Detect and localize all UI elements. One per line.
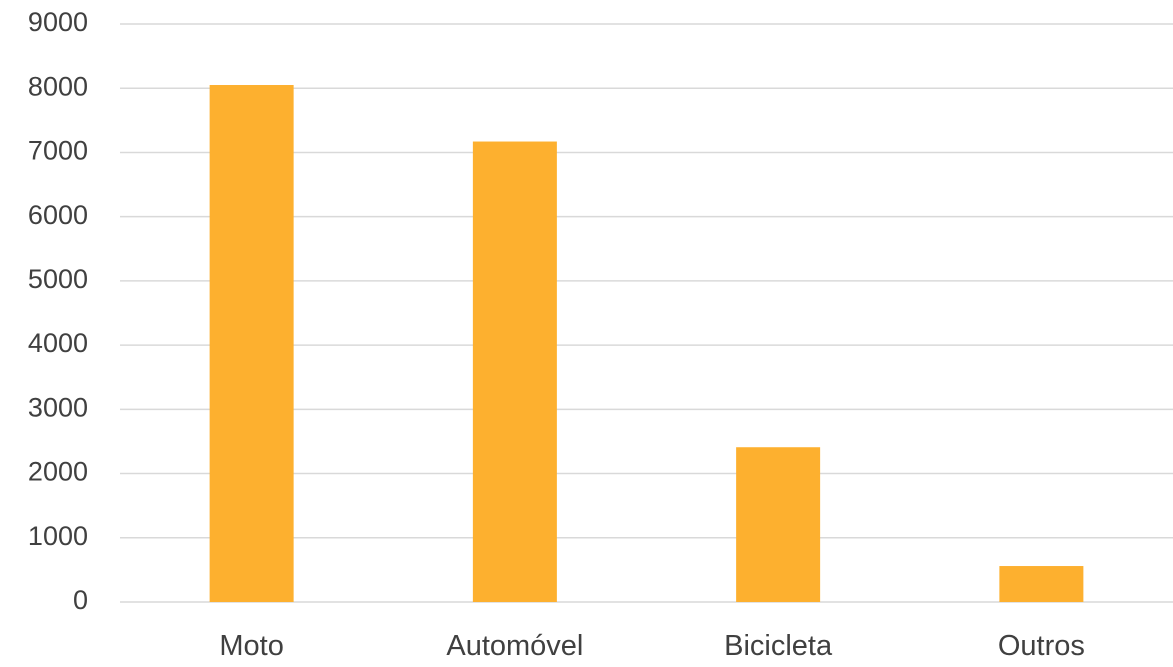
y-tick-label: 2000 bbox=[28, 457, 88, 487]
bars bbox=[209, 85, 1084, 602]
y-tick-label: 5000 bbox=[28, 264, 88, 294]
y-tick-label: 4000 bbox=[28, 328, 88, 358]
y-tick-label: 1000 bbox=[28, 521, 88, 551]
x-axis-category-labels: Moto Automóvel Bicicleta Outros bbox=[219, 630, 1085, 662]
bar-outros bbox=[999, 566, 1084, 602]
bar-moto bbox=[209, 85, 294, 602]
gridlines bbox=[120, 23, 1173, 603]
x-category-label: Bicicleta bbox=[724, 630, 833, 662]
x-category-label: Outros bbox=[998, 630, 1085, 662]
y-tick-label: 7000 bbox=[28, 136, 88, 166]
y-tick-label: 9000 bbox=[28, 7, 88, 37]
y-tick-label: 0 bbox=[73, 585, 88, 615]
bar-bicicleta bbox=[736, 447, 821, 602]
x-category-label: Automóvel bbox=[446, 630, 583, 662]
y-tick-label: 8000 bbox=[28, 71, 88, 101]
x-category-label: Moto bbox=[219, 630, 283, 662]
y-tick-label: 3000 bbox=[28, 392, 88, 422]
y-tick-label: 6000 bbox=[28, 200, 88, 230]
y-axis-tick-labels: 0 1000 2000 3000 4000 5000 6000 7000 8000 9000 bbox=[28, 7, 88, 615]
bar-automóvel bbox=[472, 141, 557, 602]
